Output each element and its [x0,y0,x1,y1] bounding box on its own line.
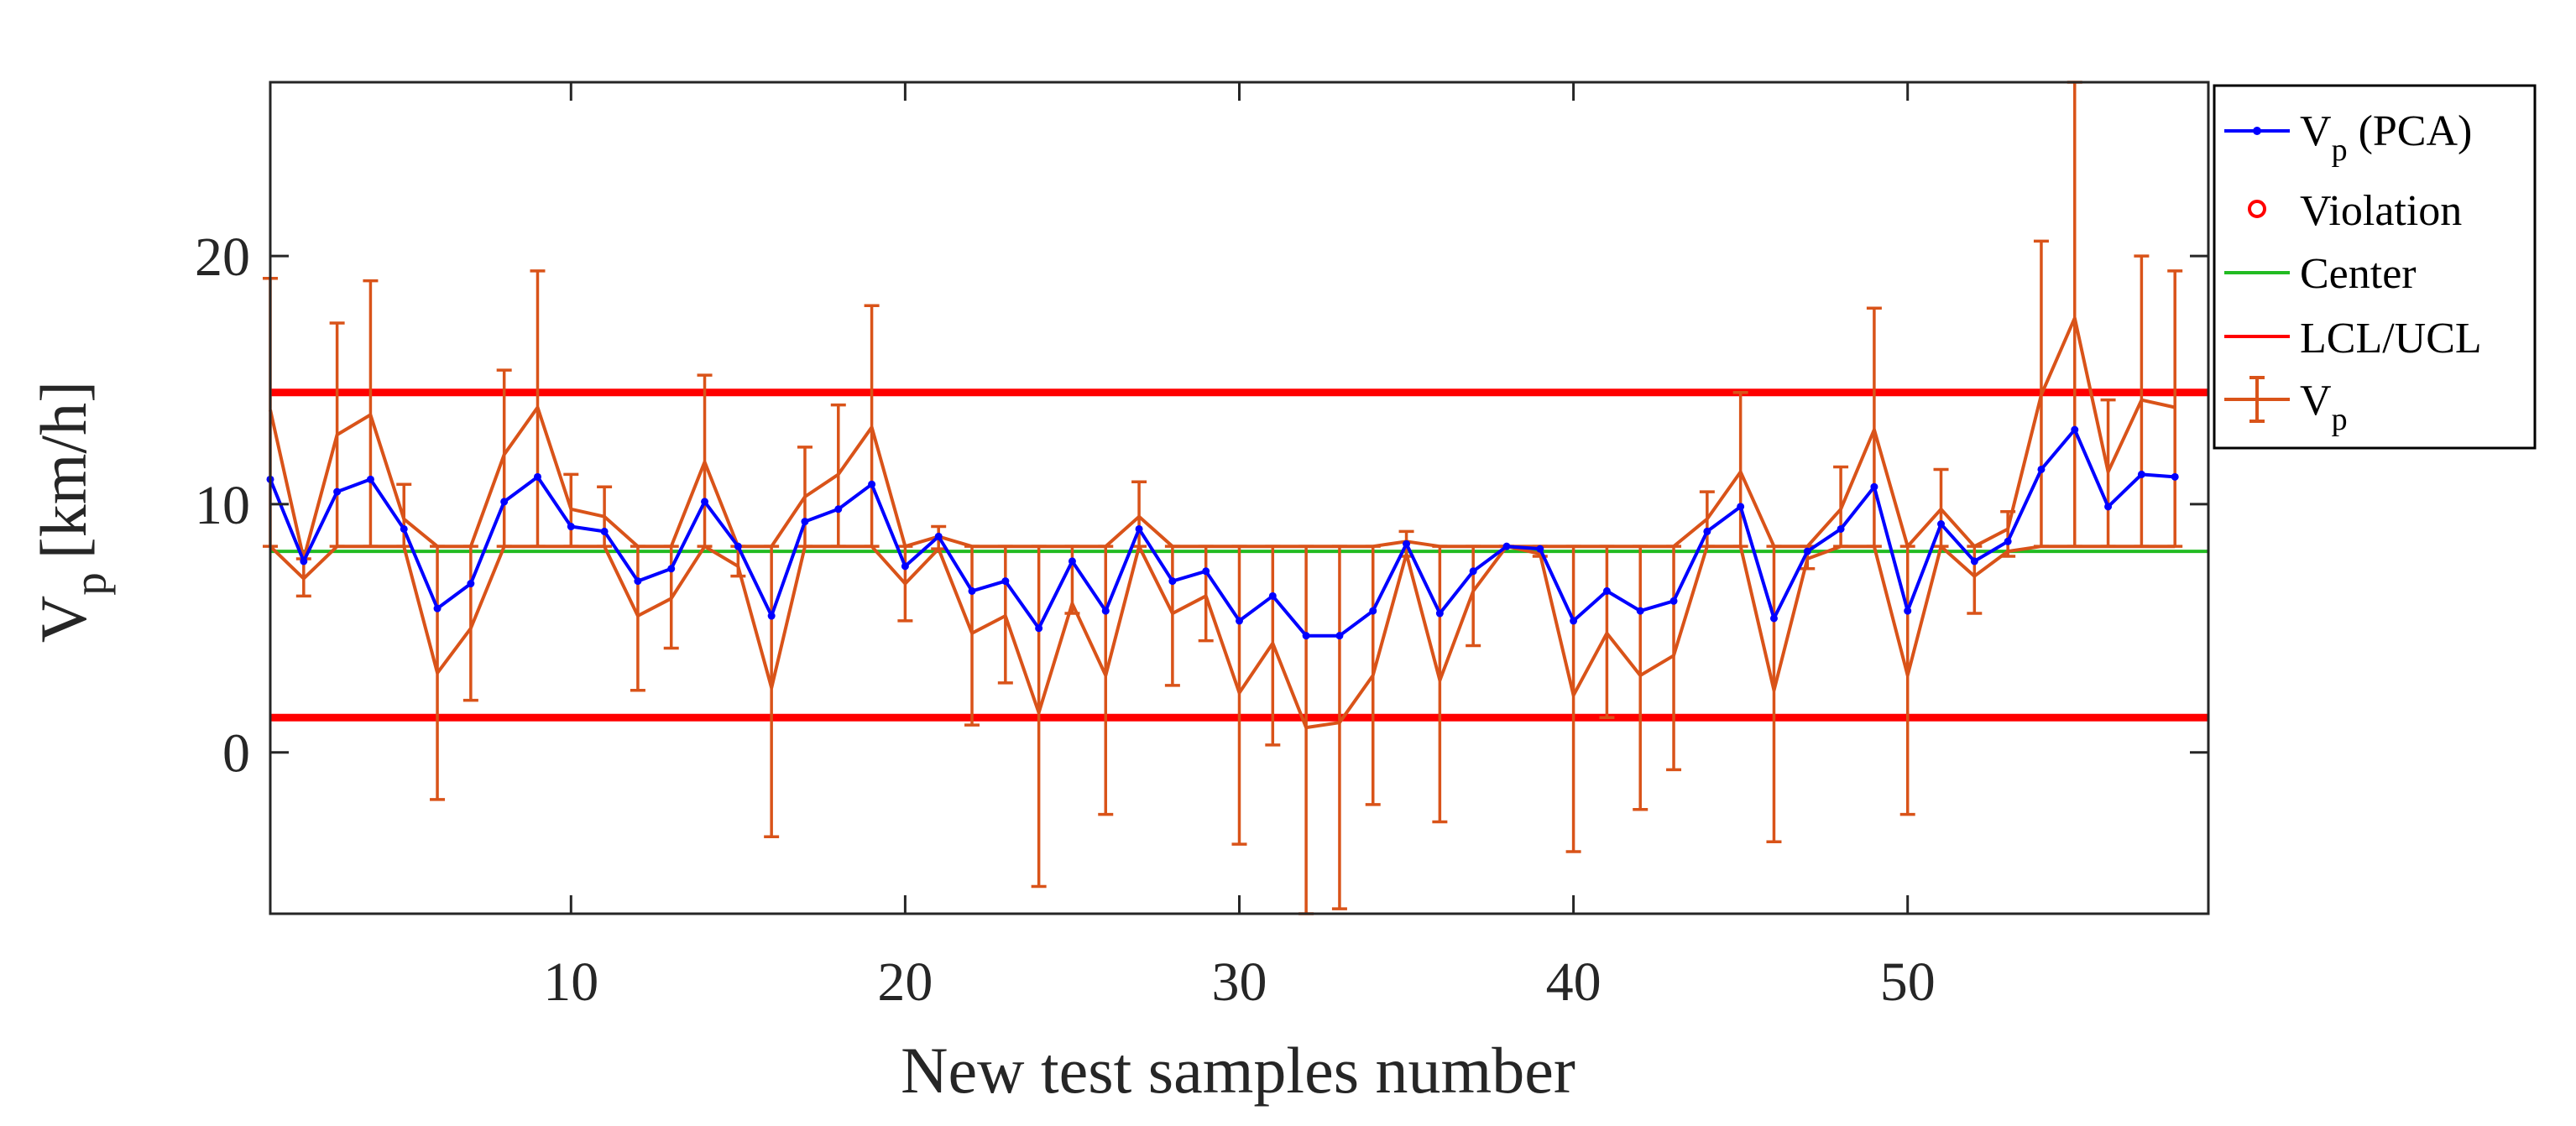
vp-pca-point [1202,567,1210,576]
vp-pca-point [2137,470,2145,478]
vp-pca-point [2037,465,2046,473]
y-tick-label: 10 [195,475,250,536]
vp-pca-point [400,524,408,533]
vp-pca-point [1469,567,1477,576]
vp-pca-point [1403,540,1411,548]
vp-pca-point [1068,557,1076,566]
legend-marker-violation [2248,200,2266,218]
plot-area [263,81,2208,915]
y-tick-label: 0 [222,723,250,785]
x-tick-label: 20 [877,951,933,1013]
vp-pca-point [1904,607,1912,615]
legend-box [2213,84,2537,450]
vp-upper-series [269,316,2176,560]
vp-pca-point [934,532,943,540]
vp-pca-point [667,565,676,573]
vp-pca-point [1435,609,1444,618]
vp-pca-point [1236,617,1243,625]
vp-pca-point [901,562,909,571]
vp-pca-point [1937,520,1946,529]
vp-pca-point [1001,577,1010,586]
vp-pca-point [1769,614,1778,623]
y-tick-label: 20 [195,227,250,288]
legend-label-vp: Vp [2300,377,2348,437]
y-axis-title-sub: p [65,572,116,596]
vp-pca-point [1970,557,1978,566]
y-axis-label: Vp [km/h] [27,381,116,643]
legend-marker-pca [2253,127,2261,135]
axes-frame [269,81,2210,915]
y-axis-title-unit: [km/h] [27,381,100,559]
vp-pca-point [1168,577,1177,586]
axis-ticks: 10 20 30 40 50 0 10 20 [195,82,2208,1013]
vp-pca-point [533,472,541,481]
vp-pca-point [1369,607,1377,615]
vp-pca-point [433,604,442,613]
legend-label-center: Center [2300,250,2417,298]
x-axis-label: New test samples number [901,1034,1575,1107]
vp-pca-point [1101,607,1110,615]
vp-pca-point [2071,425,2079,434]
legend: Vp (PCA) Violation Center LCL/UCL Vp [2213,84,2537,450]
x-tick-label: 30 [1212,951,1267,1013]
legend-label-limits: LCL/UCL [2300,315,2482,362]
axes-box [269,81,2210,915]
vp-pca-point [2171,472,2179,481]
vp-pca-point [1803,547,1811,555]
legend-label-pca: Vp (PCA) [2300,107,2472,168]
y-axis-title: Vp [km/h] [27,381,116,643]
vp-pca-point [1335,632,1344,640]
vp-pca-point [333,487,342,496]
vp-pca-point [734,542,742,550]
vp-pca-point [366,475,374,483]
vp-pca-point [1536,545,1544,553]
y-axis-title-main: V [27,596,100,643]
vp-pca-point [500,498,509,506]
vp-pca-point [1035,624,1043,633]
vp-pca-point [1268,592,1277,600]
vp-pca-point [2004,537,2012,545]
vp-lower-series [269,545,2176,730]
vp-pca-point [600,527,609,535]
vp-pca-point [1602,586,1611,595]
vp-pca-point [767,612,776,620]
vp-pca-series [269,428,2176,638]
vp-pca-point [634,577,642,586]
vp-pca-point [801,518,809,526]
vp-pca-point [1302,632,1310,640]
vp-pca-point [1870,482,1878,491]
vp-pca-point [1502,542,1511,550]
vp-pca-point [1669,597,1678,605]
vp-pca-point [968,586,976,595]
x-axis-title: New test samples number [901,1034,1575,1107]
vp-pca-point [2104,503,2113,511]
vp-pca-point [467,580,475,588]
vp-pca-point [300,557,308,566]
vp-pca-point [1837,524,1845,533]
x-tick-label: 40 [1546,951,1602,1013]
vp-pca-point [1636,607,1644,615]
x-tick-label: 10 [543,951,598,1013]
vp-pca-point [1570,617,1578,625]
vp-pca-point [701,498,709,506]
legend-label-violation: Violation [2300,187,2462,235]
vp-pca-point [1737,503,1745,511]
vp-pca-point [834,505,843,513]
x-tick-label: 50 [1880,951,1936,1013]
vp-pca-point [567,523,575,531]
vp-pca-point [1135,524,1143,533]
vp-pca-point [1703,527,1711,535]
vp-pca-point [868,480,876,488]
